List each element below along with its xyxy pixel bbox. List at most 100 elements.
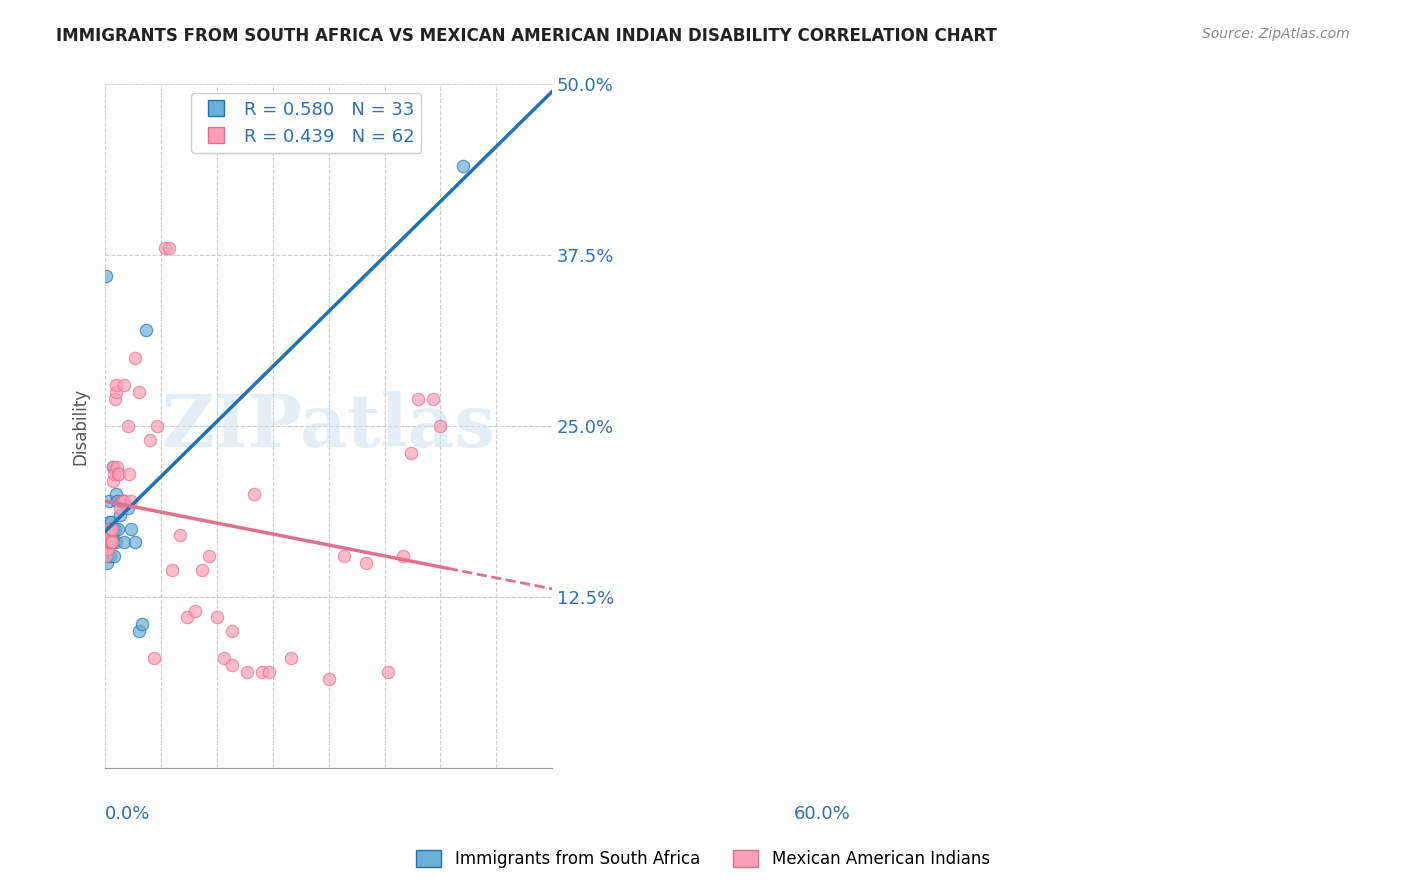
- Point: [100, 522, 122, 536]
- Point: [96, 556, 118, 570]
- Point: [104, 392, 127, 406]
- Point: [142, 651, 165, 665]
- Legend: Immigrants from South Africa, Mexican American Indians: Immigrants from South Africa, Mexican Am…: [409, 843, 997, 875]
- Point: [377, 665, 399, 679]
- Point: [198, 549, 221, 563]
- Point: [221, 658, 243, 673]
- Text: IMMIGRANTS FROM SOUTH AFRICA VS MEXICAN AMERICAN INDIAN DISABILITY CORRELATION C: IMMIGRANTS FROM SOUTH AFRICA VS MEXICAN …: [56, 27, 997, 45]
- Text: ZIPatlas: ZIPatlas: [162, 391, 496, 461]
- Text: Source: ZipAtlas.com: Source: ZipAtlas.com: [1202, 27, 1350, 41]
- Text: 0.0%: 0.0%: [105, 805, 150, 823]
- Point: [392, 549, 415, 563]
- Point: [214, 651, 236, 665]
- Point: [120, 494, 142, 508]
- Point: [135, 323, 157, 337]
- Point: [235, 665, 257, 679]
- Point: [97, 542, 120, 557]
- Point: [100, 535, 122, 549]
- Point: [105, 378, 128, 392]
- Point: [406, 392, 429, 406]
- Point: [117, 501, 139, 516]
- Point: [112, 378, 135, 392]
- Point: [124, 535, 146, 549]
- Point: [96, 549, 118, 563]
- Point: [162, 563, 184, 577]
- Point: [101, 460, 124, 475]
- Point: [250, 665, 273, 679]
- Point: [112, 535, 135, 549]
- Point: [97, 515, 120, 529]
- Point: [332, 549, 354, 563]
- Point: [146, 419, 169, 434]
- Point: [100, 528, 122, 542]
- Point: [107, 467, 129, 481]
- Point: [98, 528, 121, 542]
- Point: [101, 522, 124, 536]
- Point: [105, 494, 128, 508]
- Point: [100, 549, 122, 563]
- Point: [96, 535, 118, 549]
- Point: [97, 494, 120, 508]
- Point: [103, 549, 125, 563]
- Point: [107, 522, 129, 536]
- Point: [108, 508, 131, 522]
- Point: [205, 610, 228, 624]
- Point: [118, 467, 141, 481]
- Point: [169, 528, 191, 542]
- Point: [157, 242, 180, 256]
- Point: [131, 617, 153, 632]
- Point: [318, 672, 340, 686]
- Point: [100, 535, 122, 549]
- Point: [97, 522, 120, 536]
- Point: [183, 603, 205, 617]
- Point: [103, 522, 125, 536]
- Point: [100, 515, 122, 529]
- Point: [176, 610, 198, 624]
- Point: [243, 487, 266, 501]
- Point: [105, 487, 128, 501]
- Legend: R = 0.580   N = 33, R = 0.439   N = 62: R = 0.580 N = 33, R = 0.439 N = 62: [191, 94, 422, 153]
- Point: [112, 494, 135, 508]
- Point: [128, 384, 150, 399]
- Point: [153, 242, 176, 256]
- Point: [97, 522, 120, 536]
- Point: [101, 528, 124, 542]
- Point: [422, 392, 444, 406]
- Point: [100, 522, 122, 536]
- Point: [451, 160, 474, 174]
- Point: [120, 522, 142, 536]
- Point: [103, 474, 125, 488]
- Point: [103, 460, 125, 475]
- Point: [429, 419, 451, 434]
- Point: [101, 535, 124, 549]
- Point: [221, 624, 243, 638]
- Point: [128, 624, 150, 638]
- Point: [96, 542, 118, 557]
- Point: [257, 665, 280, 679]
- Point: [354, 556, 377, 570]
- Point: [280, 651, 302, 665]
- Point: [100, 535, 122, 549]
- Point: [108, 501, 131, 516]
- Point: [101, 535, 124, 549]
- Point: [104, 522, 127, 536]
- Point: [104, 535, 127, 549]
- Point: [110, 494, 132, 508]
- Point: [98, 522, 121, 536]
- Point: [110, 494, 132, 508]
- Point: [104, 384, 127, 399]
- Point: [399, 446, 422, 460]
- Y-axis label: Disability: Disability: [72, 387, 89, 465]
- Point: [117, 419, 139, 434]
- Point: [101, 522, 124, 536]
- Text: 60.0%: 60.0%: [793, 805, 851, 823]
- Point: [112, 494, 135, 508]
- Point: [191, 563, 214, 577]
- Point: [98, 522, 121, 536]
- Point: [98, 535, 121, 549]
- Point: [94, 549, 117, 563]
- Point: [107, 467, 129, 481]
- Point: [103, 467, 125, 481]
- Point: [94, 268, 117, 283]
- Point: [105, 460, 128, 475]
